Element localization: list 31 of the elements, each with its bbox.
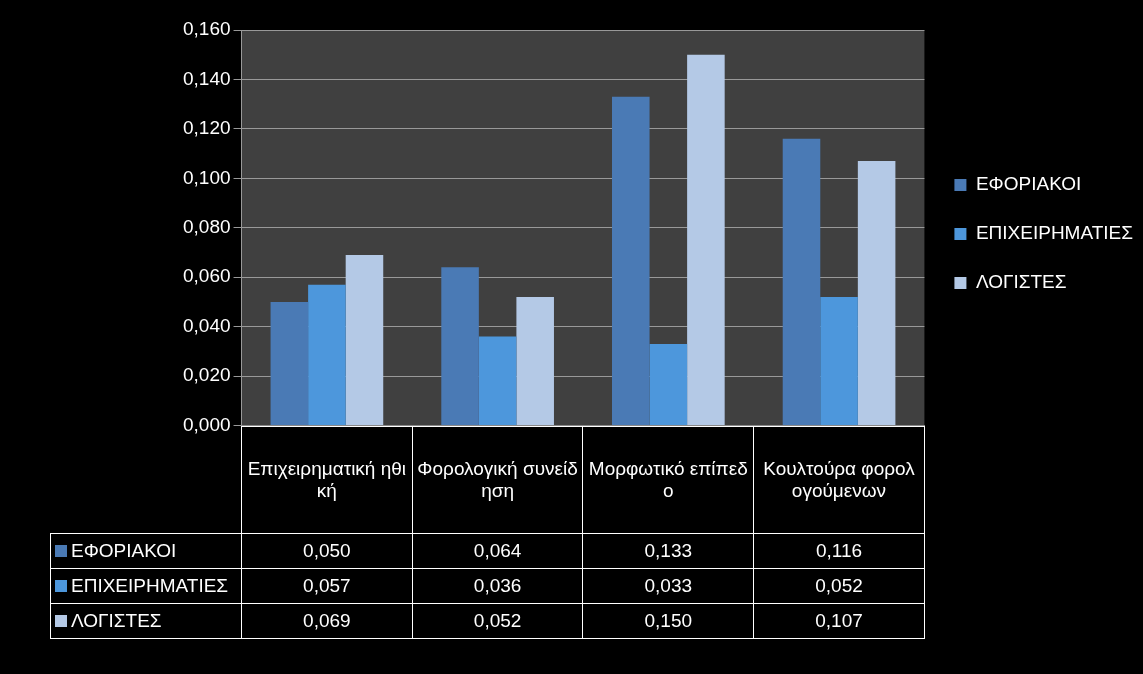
y-tick-label: 0,040: [183, 314, 231, 336]
data-label: 0,052: [753, 568, 925, 604]
data-label: 0,064: [412, 533, 583, 569]
data-label: 0,107: [753, 603, 925, 639]
data-label: 0,057: [241, 568, 413, 604]
y-tick-label: 0,000: [183, 413, 231, 435]
text: ΕΦΟΡΙΑΚΟΙ: [975, 173, 1082, 195]
y-tick-label: 0,060: [183, 265, 231, 287]
legend-label: ΕΠΙΧΕΙΡΗΜΑΤΙΕΣ: [975, 222, 1134, 244]
x-tick-label: Κουλτούρα φορολογούμενων: [753, 426, 925, 534]
x-tick-label: Μορφωτικό επίπεδο: [582, 426, 754, 534]
y-tick-label: 0,020: [183, 364, 231, 386]
text: ΛΟΓΙΣΤΕΣ: [71, 609, 162, 631]
data-label: 0,050: [241, 533, 413, 569]
data-label: 0,036: [412, 568, 583, 604]
x-tick-label: Επιχειρηματική ηθική: [241, 426, 413, 534]
data-label: 0,052: [412, 603, 583, 639]
data-label: 0,069: [241, 603, 413, 639]
legend-label: ΛΟΓΙΣΤΕΣ: [975, 271, 1067, 293]
data-label: 0,033: [582, 568, 754, 604]
y-tick-label: 0,080: [183, 216, 231, 238]
data-label: 0,133: [582, 533, 754, 569]
data-label: 0,116: [753, 533, 925, 569]
data-label: 0,150: [582, 603, 754, 639]
y-tick-label: 0,140: [183, 67, 231, 89]
y-tick-label: 0,120: [183, 117, 231, 139]
legend-label: ΕΦΟΡΙΑΚΟΙ: [50, 533, 242, 569]
y-tick-label: 0,160: [183, 18, 231, 40]
y-tick-label: 0,100: [183, 166, 231, 188]
x-tick-label: Φορολογική συνείδηση: [412, 426, 583, 534]
text: ΕΠΙΧΕΙΡΗΜΑΤΙΕΣ: [71, 574, 229, 596]
